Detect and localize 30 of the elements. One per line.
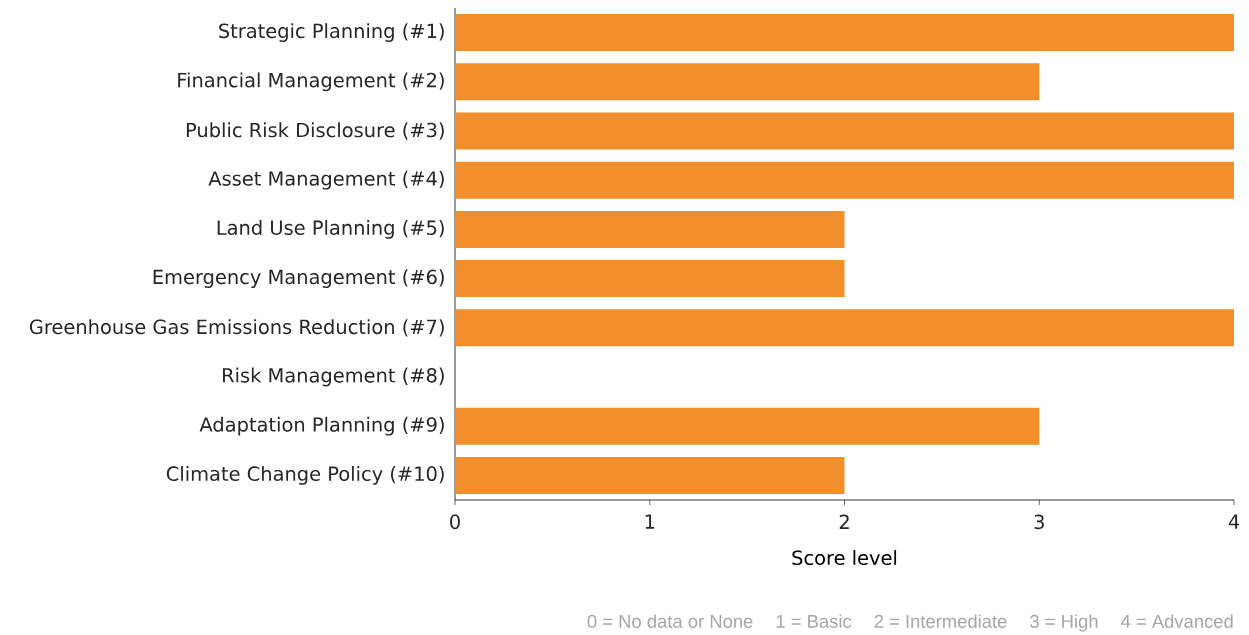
y-tick-label: Public Risk Disclosure (#3): [186, 122, 444, 140]
y-tick-label: Financial Management (#2): [178, 72, 444, 92]
bar: [455, 161, 1234, 199]
text: 4 = Advanced: [1120, 614, 1233, 628]
x-tick-label: 2: [839, 514, 849, 529]
bar: [455, 63, 1040, 101]
y-tick-label: Risk Management (#8): [223, 367, 444, 387]
y-tick-label: Greenhouse Gas Emissions Reduction (#7): [29, 319, 444, 337]
bar: [455, 309, 1234, 347]
x-tick-label: 3: [1034, 514, 1044, 530]
y-tick-label: Emergency Management (#6): [153, 269, 444, 288]
x-axis-title: Score level: [792, 550, 897, 566]
x-tick-label: 1: [645, 514, 655, 529]
bar: [455, 112, 1234, 150]
y-tick-label: Strategic Planning (#1): [219, 23, 444, 42]
text: 1 = Basic: [776, 614, 852, 628]
x-tick-label: 0: [450, 514, 460, 530]
x-tick-label: 4: [1228, 514, 1240, 529]
bar: [455, 407, 1040, 445]
y-tick-label: Adaptation Planning (#9): [199, 416, 444, 436]
bar: [455, 210, 845, 248]
bar: [455, 14, 1234, 52]
text: 2 = Intermediate: [874, 614, 1007, 628]
text: 3 = High: [1030, 614, 1098, 632]
y-tick-label: Asset Management (#4): [208, 170, 444, 190]
bar: [455, 456, 845, 494]
text: 0 = No data or None: [587, 614, 753, 628]
y-tick-label: Land Use Planning (#5): [217, 220, 444, 239]
bar: [455, 260, 845, 298]
y-tick-label: Climate Change Policy (#10): [166, 466, 444, 485]
